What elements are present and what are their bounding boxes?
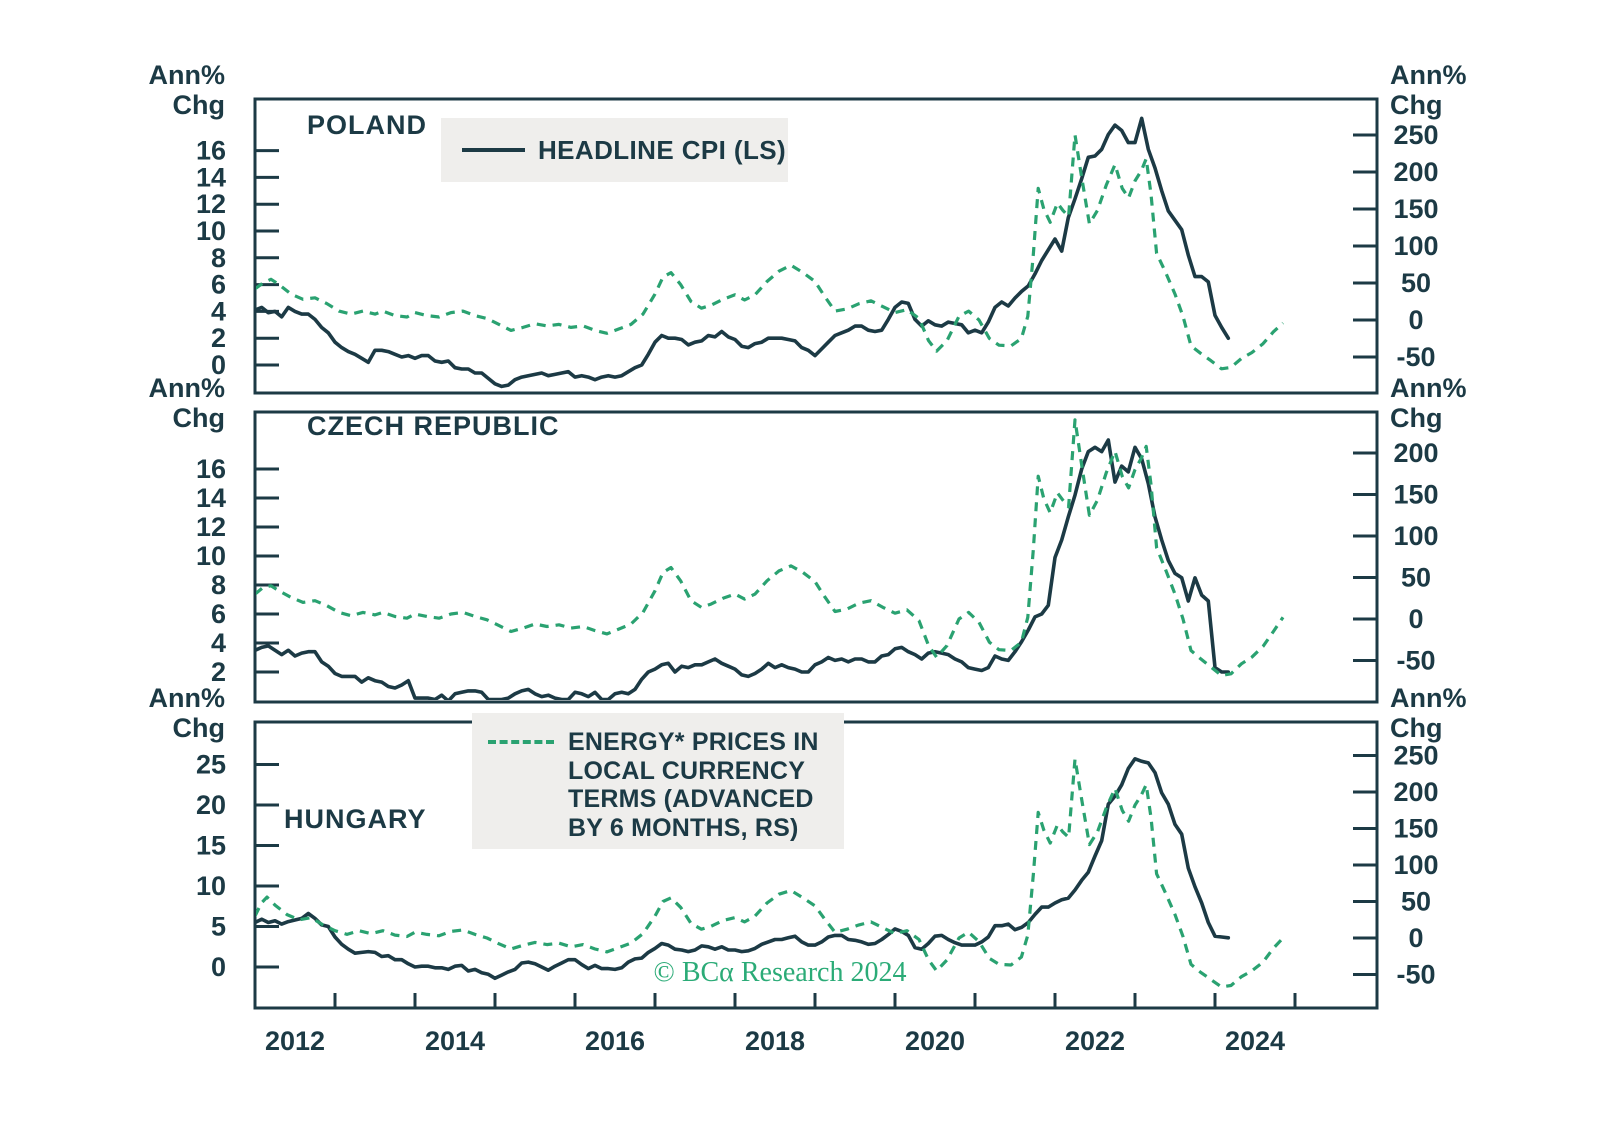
legend-energy-prices-label: ENERGY* PRICES IN LOCAL CURRENCY TERMS (AD… [568, 728, 819, 842]
left-axis-tick-label: 0 [211, 350, 226, 380]
copyright-note: © BCα Research 2024 [653, 957, 907, 988]
right-axis-tick-label: -50 [1396, 342, 1435, 372]
right-axis-tick-label: 100 [1393, 850, 1438, 880]
dashed-line-swatch-icon [488, 740, 554, 744]
right-axis-tick-label: 100 [1393, 521, 1438, 551]
right-axis-caption-ann: Ann% [1390, 683, 1467, 713]
left-axis-tick-label: 16 [196, 454, 226, 484]
right-axis-tick-label: 0 [1408, 305, 1423, 335]
right-axis-caption-chg: Chg [1390, 90, 1442, 120]
legend-energy-prices-line: ENERGY* PRICES IN [568, 728, 819, 756]
left-axis-tick-label: 6 [211, 270, 226, 300]
left-axis-tick-label: 20 [196, 790, 226, 820]
legend-headline-cpi-label: HEADLINE CPI (LS) [538, 134, 787, 165]
left-axis-tick-label: 2 [211, 323, 226, 353]
left-axis-caption-ann: Ann% [149, 683, 226, 713]
right-axis-caption-ann: Ann% [1390, 373, 1467, 403]
left-axis-tick-label: 14 [196, 483, 226, 513]
right-axis-tick-label: 250 [1393, 741, 1438, 771]
panel-frame-czech-republic [253, 410, 1379, 704]
right-axis-tick-label: 0 [1408, 604, 1423, 634]
x-axis-year-label: 2018 [745, 1026, 805, 1056]
left-axis-caption-chg: Chg [173, 90, 225, 120]
left-axis-tick-label: 25 [196, 750, 226, 780]
legend-energy-prices-line: BY 6 MONTHS, RS) [568, 813, 799, 842]
solid-line-swatch-icon [462, 148, 525, 152]
right-axis-caption-chg: Chg [1390, 713, 1442, 743]
right-axis-tick-label: 250 [1393, 120, 1438, 150]
headline-cpi-line-czech-republic [256, 438, 1231, 700]
x-axis-year-label: 2022 [1065, 1026, 1125, 1056]
left-axis-tick-label: 4 [211, 296, 226, 326]
right-axis-tick-label: 50 [1401, 887, 1431, 917]
right-axis-tick-label: 200 [1393, 157, 1438, 187]
legend-energy-prices: ENERGY* PRICES IN LOCAL CURRENCY TERMS (AD… [472, 713, 844, 849]
left-axis-tick-label: 4 [211, 628, 226, 658]
left-axis-tick-label: 16 [196, 136, 226, 166]
x-axis-year-label: 2024 [1225, 1026, 1285, 1056]
left-axis-caption-chg: Chg [173, 403, 225, 433]
right-axis-tick-label: -50 [1396, 646, 1435, 676]
left-axis-tick-label: 12 [196, 189, 226, 219]
legend-headline-cpi: HEADLINE CPI (LS) [441, 118, 788, 182]
x-axis-year-label: 2016 [585, 1026, 645, 1056]
x-axis-year-label: 2020 [905, 1026, 965, 1056]
legend-energy-prices-line: TERMS (ADVANCED [568, 785, 814, 813]
left-axis-tick-label: 10 [196, 541, 226, 571]
right-axis-tick-label: 150 [1393, 814, 1438, 844]
right-axis-tick-label: 200 [1393, 438, 1438, 468]
headline-cpi-line-poland [256, 116, 1231, 389]
panel-title-hungary: HUNGARY [284, 804, 427, 834]
left-axis-tick-label: 15 [196, 831, 226, 861]
right-axis-tick-label: 100 [1393, 231, 1438, 261]
left-axis-caption-chg: Chg [173, 713, 225, 743]
right-axis-tick-label: 0 [1408, 923, 1423, 953]
left-axis-tick-label: 8 [211, 570, 226, 600]
left-axis-tick-label: 12 [196, 512, 226, 542]
left-axis-tick-label: 6 [211, 599, 226, 629]
left-axis-tick-label: 5 [211, 912, 226, 942]
left-axis-tick-label: 14 [196, 162, 226, 192]
right-axis-tick-label: 150 [1393, 480, 1438, 510]
left-axis-tick-label: 8 [211, 243, 226, 273]
energy-prices-line-hungary [256, 757, 1285, 989]
panel-frame-poland [253, 97, 1379, 395]
headline-cpi-line-hungary [256, 757, 1231, 981]
energy-prices-line-czech-republic [256, 418, 1285, 677]
energy-prices-line-poland [256, 133, 1285, 371]
right-axis-caption-ann: Ann% [1390, 60, 1467, 90]
left-axis-caption-ann: Ann% [149, 373, 226, 403]
x-axis-year-label: 2014 [425, 1026, 485, 1056]
right-axis-tick-label: -50 [1396, 960, 1435, 990]
right-axis-caption-chg: Chg [1390, 403, 1442, 433]
left-axis-tick-label: 2 [211, 657, 226, 687]
right-axis-tick-label: 200 [1393, 777, 1438, 807]
right-axis-tick-label: 50 [1401, 268, 1431, 298]
left-axis-tick-label: 10 [196, 871, 226, 901]
panel-title-poland: POLAND [307, 110, 427, 140]
panel-title-czech-republic: CZECH REPUBLIC [307, 411, 560, 441]
right-axis-tick-label: 150 [1393, 194, 1438, 224]
left-axis-tick-label: 0 [211, 952, 226, 982]
left-axis-tick-label: 10 [196, 216, 226, 246]
legend-energy-prices-line: LOCAL CURRENCY [568, 756, 806, 785]
right-axis-tick-label: 50 [1401, 563, 1431, 593]
left-axis-caption-ann: Ann% [149, 60, 226, 90]
x-axis-year-label: 2012 [265, 1026, 325, 1056]
